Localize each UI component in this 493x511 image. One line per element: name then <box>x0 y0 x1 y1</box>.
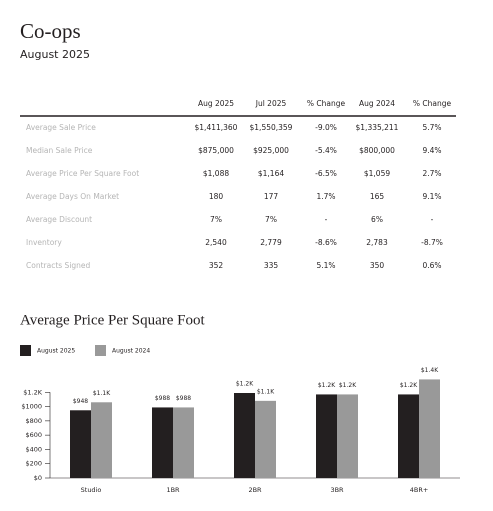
row-label: Contracts Signed <box>26 261 91 270</box>
value-label: $1.4K <box>421 367 439 374</box>
table-cell: 5.1% <box>316 261 335 270</box>
column-header: Aug 2025 <box>198 99 234 108</box>
table-cell: 0.6% <box>422 261 441 270</box>
table-cell: 352 <box>209 261 224 270</box>
table-cell: -8.6% <box>315 238 337 247</box>
table-cell: 2,783 <box>366 238 388 247</box>
table-cell: 177 <box>264 192 279 201</box>
bar <box>70 410 91 478</box>
x-tick-label: 4BR+ <box>410 486 429 494</box>
table-cell: 165 <box>370 192 385 201</box>
table-cell: $800,000 <box>359 146 395 155</box>
table-cell: $1,335,211 <box>356 123 399 132</box>
row-label: Average Price Per Square Foot <box>26 169 139 178</box>
legend-swatch <box>95 345 106 356</box>
x-tick-label: 2BR <box>248 486 262 494</box>
table-cell: 7% <box>210 215 222 224</box>
table-cell: $1,164 <box>258 169 284 178</box>
y-tick-label: $0 <box>34 474 42 482</box>
value-label: $988 <box>155 395 170 402</box>
bar <box>398 394 419 478</box>
row-label: Average Discount <box>26 215 92 224</box>
bar <box>173 407 194 478</box>
table-cell: $1,550,359 <box>250 123 293 132</box>
y-tick-label: $800 <box>25 417 42 425</box>
bar <box>91 402 112 478</box>
table-cell: 6% <box>371 215 383 224</box>
column-header: Jul 2025 <box>255 99 287 108</box>
x-tick-label: 3BR <box>330 486 344 494</box>
legend-label: August 2025 <box>37 348 75 355</box>
column-header: % Change <box>307 99 346 108</box>
table-cell: 5.7% <box>422 123 441 132</box>
table-cell: 335 <box>264 261 279 270</box>
bar <box>316 394 337 478</box>
value-label: $948 <box>73 398 88 405</box>
legend-swatch <box>20 345 31 356</box>
y-tick-label: $200 <box>25 460 42 468</box>
bar <box>255 400 276 478</box>
table-cell: 9.4% <box>422 146 441 155</box>
y-tick-label: $400 <box>25 445 42 453</box>
x-tick-label: 1BR <box>166 486 180 494</box>
chart-title: Average Price Per Square Foot <box>20 312 205 328</box>
row-label: Median Sale Price <box>26 146 93 155</box>
legend-label: August 2024 <box>112 348 150 355</box>
table-cell: 1.7% <box>316 192 335 201</box>
table-cell: -6.5% <box>315 169 337 178</box>
value-label: $988 <box>176 395 191 402</box>
table-cell: - <box>325 215 328 224</box>
table-cell: $875,000 <box>198 146 234 155</box>
value-label: $1.1K <box>257 388 275 395</box>
table-cell: $1,411,360 <box>195 123 238 132</box>
value-label: $1.2K <box>318 382 336 389</box>
table-cell: -8.7% <box>421 238 443 247</box>
table-cell: 7% <box>265 215 277 224</box>
table-cell: 2.7% <box>422 169 441 178</box>
bar <box>419 379 440 478</box>
y-tick-label: $600 <box>25 431 42 439</box>
column-header: % Change <box>413 99 452 108</box>
value-label: $1.2K <box>339 382 357 389</box>
bar <box>152 407 173 478</box>
y-tick-label: $1.2K <box>23 388 42 396</box>
row-label: Inventory <box>26 238 62 247</box>
x-tick-label: Studio <box>81 486 102 494</box>
table-cell: $925,000 <box>253 146 289 155</box>
table-cell: 180 <box>209 192 224 201</box>
table-cell: - <box>431 215 434 224</box>
table-cell: $1,088 <box>203 169 229 178</box>
bar <box>234 393 255 478</box>
value-label: $1.2K <box>236 381 254 388</box>
table-cell: 350 <box>370 261 385 270</box>
column-header: Aug 2024 <box>359 99 395 108</box>
row-label: Average Days On Market <box>26 192 119 201</box>
table-cell: -9.0% <box>315 123 337 132</box>
table-cell: 2,540 <box>205 238 227 247</box>
page-subtitle: August 2025 <box>20 48 90 61</box>
page-title: Co-ops <box>20 19 81 43</box>
row-label: Average Sale Price <box>26 123 96 132</box>
table-cell: $1,059 <box>364 169 390 178</box>
table-cell: 9.1% <box>422 192 441 201</box>
value-label: $1.2K <box>400 382 418 389</box>
table-cell: -5.4% <box>315 146 337 155</box>
table-cell: 2,779 <box>260 238 282 247</box>
y-tick-label: $1000 <box>21 403 42 411</box>
value-label: $1.1K <box>93 390 111 397</box>
bar <box>337 394 358 478</box>
